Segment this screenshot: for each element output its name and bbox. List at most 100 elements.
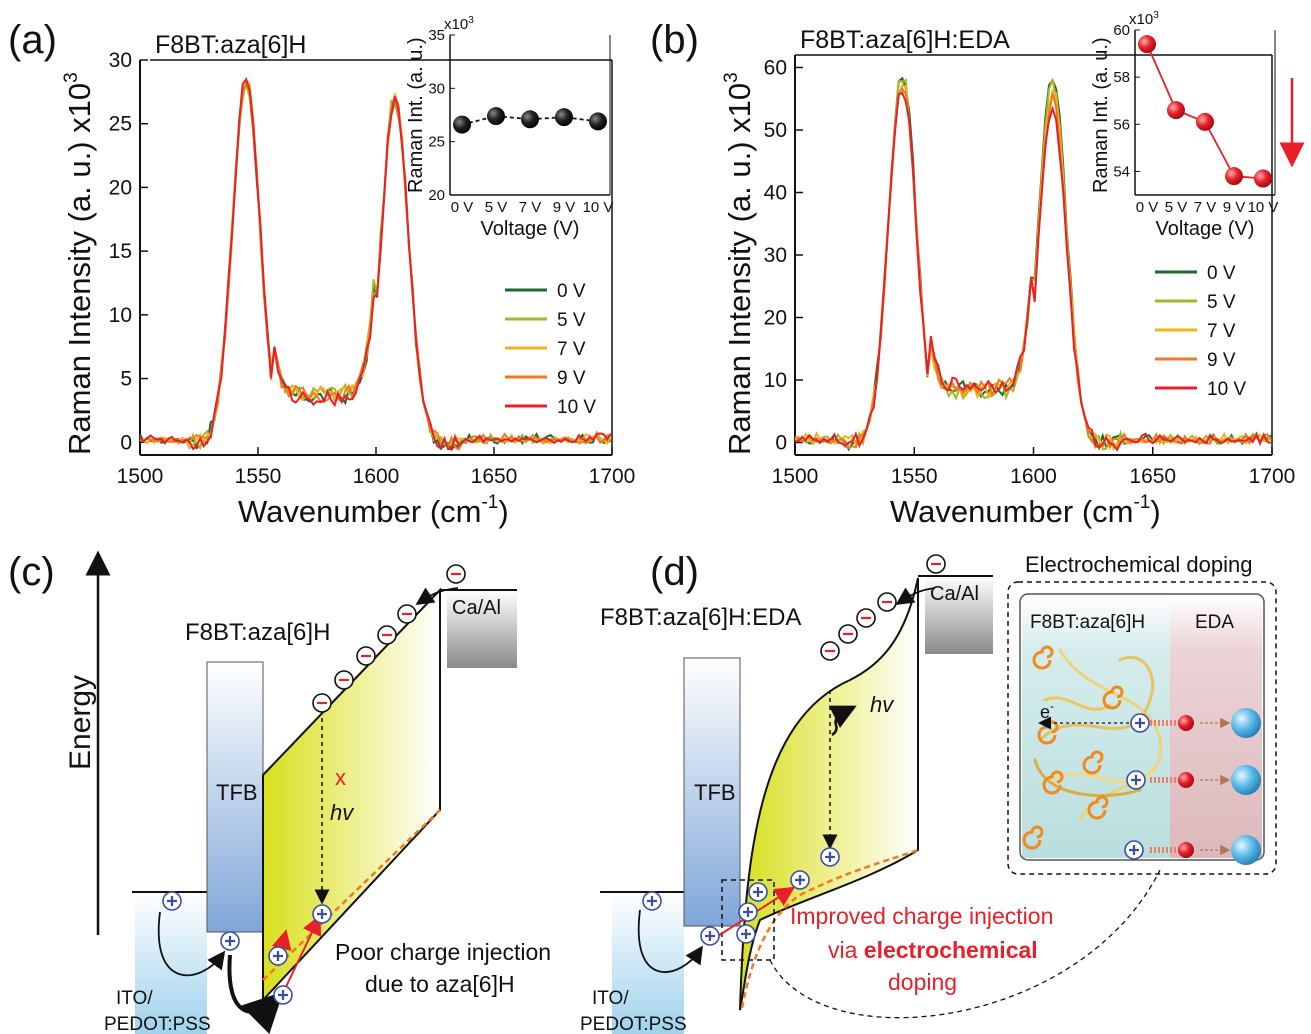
tfb-label: TFB — [216, 780, 258, 805]
homo-dashed-line-d — [740, 848, 919, 1009]
counter-ion — [1231, 765, 1261, 795]
panel-a-title: F8BT:aza[6]H — [155, 31, 306, 59]
x-tick-label: 1600 — [1010, 465, 1057, 488]
series-line-10v — [794, 91, 1272, 452]
y-tick-label: 5 — [120, 368, 132, 391]
x-tick-label: 1550 — [891, 465, 938, 488]
inset-point — [1138, 35, 1156, 54]
photon-wave-d — [828, 705, 857, 737]
inset-point — [487, 107, 505, 126]
panel-c-letter: (c) — [8, 550, 55, 594]
doping-right-label: EDA — [1195, 612, 1234, 633]
x-tick-label: 1500 — [117, 465, 164, 488]
dopant-head — [1178, 715, 1194, 731]
anode-label-2: PEDOT:PSS — [104, 1014, 211, 1034]
cathode-block-d — [925, 576, 993, 654]
inset-point — [521, 110, 539, 129]
inset-x-tick-label: 9 V — [1223, 199, 1246, 216]
counter-ion — [1231, 708, 1261, 738]
inset-point — [1225, 167, 1243, 186]
series-line-0v — [794, 76, 1272, 452]
inset-y-tick-label: 54 — [1113, 163, 1130, 180]
doping-box-title: Electrochemical doping — [1025, 552, 1252, 577]
y-tick-label: 60 — [764, 57, 787, 80]
panel-b-xlabel: Wavenumber (cm-1) — [890, 492, 1161, 529]
panel-b-legend: 0 V 5 V 7 V 9 V 10 V — [1155, 263, 1246, 400]
inset-x-tick-label: 5 V — [1165, 199, 1188, 216]
dopant-head — [1178, 772, 1194, 788]
panel-d: (d) TFB Ca/Al F8BT:aza[6]H:EDA hv Improv… — [580, 550, 1277, 1034]
legend-label: 7 V — [557, 339, 586, 360]
panel-a-legend: 0 V 5 V 7 V 9 V 10 V — [505, 281, 596, 418]
hole-red-arrow-1 — [282, 914, 321, 994]
panel-c-charges — [162, 564, 466, 1005]
note-d-line2: via electrochemical — [828, 937, 1038, 963]
legend-label: 5 V — [557, 310, 586, 331]
legend-label: 10 V — [1207, 379, 1246, 400]
electron-path-d — [895, 587, 936, 605]
y-tick-label: 20 — [764, 307, 787, 330]
inset-x-tick-label: 0 V — [1136, 199, 1159, 216]
inset-point — [1167, 101, 1185, 120]
doping-left-label: F8BT:aza[6]H — [1030, 612, 1145, 633]
material-label-d: F8BT:aza[6]H:EDA — [600, 604, 801, 631]
inset-y-tick-label: 25 — [428, 134, 445, 151]
panel-b-title: F8BT:aza[6]H:EDA — [800, 26, 1010, 54]
cathode-block — [447, 590, 517, 668]
cathode-label-d: Ca/Al — [930, 583, 979, 605]
series-line-9v — [794, 86, 1272, 450]
inset-y-tick-label: 60 — [1113, 22, 1130, 39]
homo-dashed-line — [262, 809, 441, 981]
inset-point — [555, 108, 573, 127]
y-tick-label: 0 — [120, 431, 132, 454]
inset-point — [453, 115, 471, 134]
y-tick-label: 10 — [109, 304, 132, 327]
y-tick-label: 30 — [109, 49, 132, 72]
x-tick-label: 1650 — [1129, 465, 1176, 488]
series-line-5v — [139, 81, 612, 451]
panel-a-inset: 20 25 30 35 0 V 5 V 7 V 9 V 10 V Raman Int. (a. u… — [405, 15, 613, 240]
inset-y-tick-label: 56 — [1113, 116, 1130, 133]
legend-label: 9 V — [1207, 350, 1236, 371]
doping-box-outer — [1007, 581, 1277, 875]
x-tick-label: 1650 — [471, 465, 518, 488]
panel-a-letter: (a) — [8, 18, 57, 62]
series-line-10v — [139, 77, 612, 451]
y-tick-label: 20 — [109, 176, 132, 199]
material-label: F8BT:aza[6]H — [185, 619, 330, 646]
blocked-mark: x — [335, 765, 346, 790]
inset-point — [1254, 169, 1272, 188]
zoom-box — [721, 879, 775, 961]
legend-label: 5 V — [1207, 292, 1236, 313]
inset-y-tick-label: 30 — [428, 80, 445, 97]
series-line-5v — [794, 78, 1272, 451]
inset-xlabel: Voltage (V) — [1156, 218, 1255, 240]
series-line-7v — [794, 83, 1272, 452]
panel-a-plot: 1500 1550 1600 1650 1700 0 5 10 15 20 25 30 — [109, 49, 636, 488]
legend-label: 10 V — [557, 397, 596, 418]
legend-label: 0 V — [557, 281, 586, 302]
tfb-label-d: TFB — [694, 780, 736, 805]
note-d-line1: Improved charge injection — [790, 903, 1053, 929]
series-line-0v — [139, 82, 612, 452]
inset-y-tick-label: 35 — [428, 27, 445, 44]
inset-ylabel: Raman Int. (a. u.) — [405, 37, 427, 193]
panel-a: (a) F8BT:aza[6]H 1500 1550 1600 1650 1700051… — [8, 15, 635, 529]
hole-path-2 — [227, 954, 284, 1034]
x-tick-label: 1500 — [772, 465, 819, 488]
inset-connector-line — [1146, 43, 1264, 180]
zoom-connector — [769, 869, 1161, 1019]
y-tick-label: 50 — [764, 119, 787, 142]
doping-box-inner — [1019, 593, 1265, 861]
inset-x-tick-label: 10 V — [583, 199, 614, 216]
photon-label: hv — [330, 800, 355, 825]
inset-xlabel: Voltage (V) — [481, 218, 580, 240]
hole-path-d — [637, 909, 703, 973]
panel-d-charges — [642, 554, 946, 946]
dopant-head — [1178, 842, 1194, 858]
inset-point — [589, 112, 607, 131]
inset-x-tick-label: 7 V — [1194, 199, 1217, 216]
panel-b-inset: 54 56 58 60 0 V 5 V 7 V 9 V 10 V Raman Int. (a. u… — [1090, 10, 1278, 240]
panel-b-plot: 1500 1550 1600 1650 1700 0 10 20 30 40 50 60 — [764, 55, 1295, 488]
